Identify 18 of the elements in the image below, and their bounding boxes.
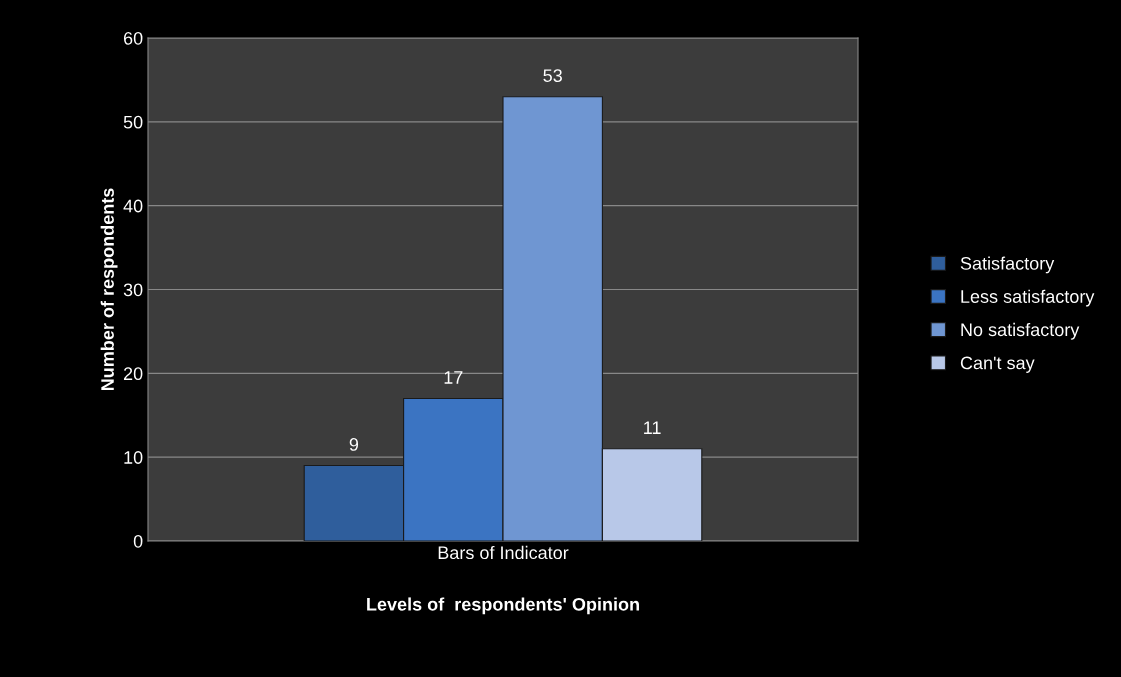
legend-label: Can't say xyxy=(960,356,1035,373)
y-tick-label: 10 xyxy=(124,451,143,464)
y-axis-title: Number of respondents xyxy=(100,188,118,391)
y-tick-label: 0 xyxy=(133,534,143,548)
y-tick-label: 40 xyxy=(123,199,143,213)
y-tick-label: 20 xyxy=(123,367,143,381)
legend-label: Satisfactory xyxy=(960,256,1055,274)
legend-label: No satisfactory xyxy=(961,322,1080,340)
x-axis-title: Levels of respondents' Opinion xyxy=(367,597,639,615)
legend-label: Less satisfactory xyxy=(961,289,1095,307)
data-label: 17 xyxy=(444,371,463,384)
data-label: 11 xyxy=(644,421,661,434)
x-tick-label: Bars of Indicator xyxy=(438,545,569,560)
y-tick-label: 60 xyxy=(123,31,143,45)
y-tick-label: 30 xyxy=(123,283,143,297)
data-label: 9 xyxy=(349,438,359,451)
y-tick-label: 50 xyxy=(123,115,143,129)
data-label: 53 xyxy=(543,69,562,82)
